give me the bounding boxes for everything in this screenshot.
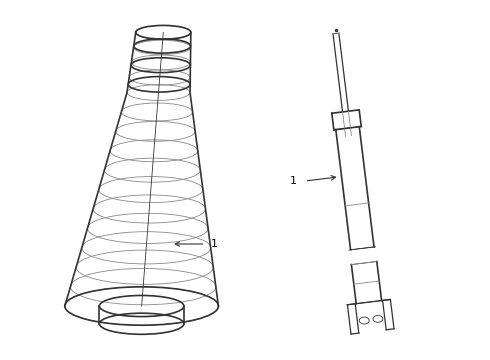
Text: 1: 1 (290, 176, 296, 186)
Text: 1: 1 (211, 239, 218, 249)
